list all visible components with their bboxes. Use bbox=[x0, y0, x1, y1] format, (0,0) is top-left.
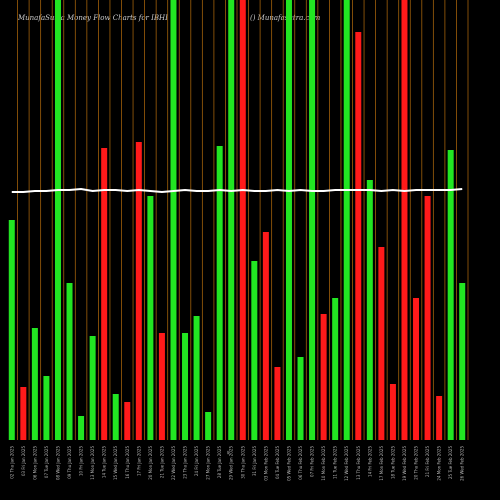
bar bbox=[401, 0, 408, 440]
bar bbox=[378, 247, 385, 440]
x-tick-label: 21 Fri Feb 2025 bbox=[425, 446, 430, 477]
x-tick-label: 30 Thu Jan 2025 bbox=[240, 446, 245, 479]
x-tick-label: 21 Tue Jan 2025 bbox=[159, 446, 164, 479]
bar bbox=[78, 416, 85, 440]
bar bbox=[355, 32, 362, 440]
bar bbox=[170, 0, 177, 440]
x-tick-label: 11 Tue Feb 2025 bbox=[333, 446, 338, 479]
x-tick-label: 17 Fri Jan 2025 bbox=[136, 446, 141, 476]
bar bbox=[158, 333, 165, 440]
bar bbox=[285, 0, 292, 440]
bar bbox=[216, 146, 223, 440]
bar bbox=[43, 376, 50, 440]
bar bbox=[251, 261, 258, 440]
money-flow-line bbox=[11, 187, 463, 194]
x-tick-label: 22 Wed Jan 2025 bbox=[171, 446, 176, 480]
x-tick-label: 02 Thu Jan 2025 bbox=[9, 446, 14, 479]
bar bbox=[309, 0, 316, 440]
x-tick-label: 10 Mon Feb 2025 bbox=[321, 446, 326, 481]
bar bbox=[205, 412, 212, 440]
chart-title: MunafaSutra Money Flow Charts for IBHI bbox=[17, 14, 168, 22]
x-tick-label: 07 Tue Jan 2025 bbox=[44, 446, 49, 479]
bar bbox=[89, 336, 96, 440]
bar bbox=[228, 0, 235, 440]
x-tick-label: 07 Fri Feb 2025 bbox=[310, 446, 315, 477]
x-tick-label: 09 Thu Jan 2025 bbox=[67, 446, 72, 479]
x-tick-label: 16 Thu Jan 2025 bbox=[125, 446, 130, 479]
x-tick-label: 13 Thu Feb 2025 bbox=[356, 446, 361, 480]
x-tick-label: 24 Fri Jan 2025 bbox=[194, 446, 199, 476]
x-tick-label: 20 Mon Jan 2025 bbox=[148, 446, 153, 480]
x-tick-label: 23 Thu Jan 2025 bbox=[183, 446, 188, 479]
bar bbox=[413, 298, 420, 440]
x-tick-label: 10 Fri Jan 2025 bbox=[79, 446, 84, 476]
bar bbox=[112, 394, 119, 440]
bar bbox=[459, 283, 466, 440]
bar bbox=[436, 396, 443, 440]
bar bbox=[320, 314, 327, 440]
bar bbox=[8, 220, 15, 440]
bar bbox=[389, 384, 396, 440]
bar bbox=[66, 283, 73, 440]
x-tick-label: 06 Thu Feb 2025 bbox=[298, 446, 303, 480]
x-tick-label: 05 Wed Feb 2025 bbox=[286, 446, 291, 481]
bar bbox=[101, 148, 108, 440]
bar bbox=[124, 402, 131, 440]
x-tick-label: 13 Mon Jan 2025 bbox=[90, 446, 95, 480]
x-tick-label: 24 Mon Feb 2025 bbox=[437, 446, 442, 481]
bar bbox=[332, 298, 339, 440]
bar bbox=[447, 150, 454, 440]
x-tick-label: 26 Wed Feb 2025 bbox=[460, 446, 465, 481]
bar bbox=[193, 316, 200, 440]
bar bbox=[366, 180, 373, 440]
x-tick-label: 15 Wed Jan 2025 bbox=[113, 446, 118, 480]
bar bbox=[343, 0, 350, 440]
chart-subtitle: () Munafasutra.com bbox=[250, 14, 321, 22]
x-tick-label: 17 Mon Feb 2025 bbox=[379, 446, 384, 481]
x-tick-label: 04 Tue Feb 2025 bbox=[275, 446, 280, 479]
x-tick-label: 29 Wed Jan 2025 bbox=[229, 446, 234, 480]
bar bbox=[297, 357, 304, 440]
x-tick-label: 14 Fri Feb 2025 bbox=[367, 446, 372, 477]
x-tick-label: 28 Tue Jan 2025 bbox=[217, 446, 222, 479]
bar bbox=[182, 333, 189, 440]
x-tick-label: 06 Mon Jan 2025 bbox=[32, 446, 37, 480]
x-tick-label: 19 Wed Feb 2025 bbox=[402, 446, 407, 481]
x-tick-label: 03 Mon Feb 2025 bbox=[263, 446, 268, 481]
bar bbox=[239, 0, 246, 440]
x-tick-label: 31 Fri Jan 2025 bbox=[252, 446, 257, 476]
bar bbox=[135, 142, 142, 440]
bar bbox=[20, 387, 27, 440]
x-tick-label: 14 Tue Jan 2025 bbox=[102, 446, 107, 479]
x-tick-label: 20 Thu Feb 2025 bbox=[414, 446, 419, 480]
x-tick-label: 27 Mon Jan 2025 bbox=[206, 446, 211, 480]
bar bbox=[147, 196, 154, 440]
x-tick-label: 03 Fri Jan 2025 bbox=[21, 446, 26, 476]
bar bbox=[54, 0, 61, 440]
x-tick-label: 12 Wed Feb 2025 bbox=[344, 446, 349, 481]
axis-symbol: $ bbox=[227, 450, 230, 455]
bar bbox=[262, 232, 269, 440]
bar bbox=[424, 196, 431, 440]
x-tick-label: 25 Tue Feb 2025 bbox=[448, 446, 453, 479]
bar bbox=[274, 367, 281, 440]
x-tick-label: 08 Wed Jan 2025 bbox=[55, 446, 60, 480]
bar bbox=[31, 328, 38, 440]
x-tick-label: 18 Tue Feb 2025 bbox=[390, 446, 395, 479]
